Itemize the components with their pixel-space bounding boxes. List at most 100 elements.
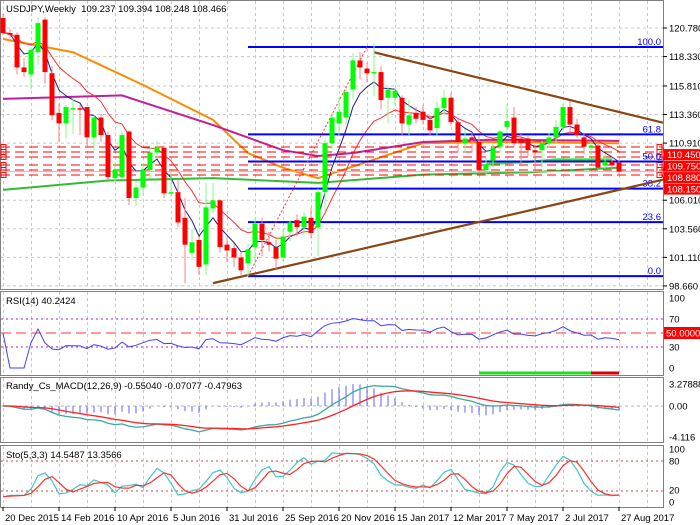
candle-body [161,147,167,194]
candle-body [378,72,384,101]
price-tick-label: 120.780 [669,24,700,35]
candle-body [560,107,566,127]
candle-body [126,131,132,199]
fib-level-label: 23.6 [643,212,662,223]
price-tick-label: 110.910 [669,139,700,150]
candle-body [322,143,328,193]
candle-body [189,242,195,253]
candle-body [245,249,251,264]
stochastic-tick-label: 0 [669,498,674,509]
macd-tick-label: 3.27888 [669,380,700,391]
date-tick-label: 14 Feb 2016 [61,513,114,524]
candle-body [224,244,230,251]
moving-average-line [2,94,620,158]
candle-body [84,107,90,138]
level-price-label-bg [664,149,700,161]
date-tick-label: 10 Apr 2016 [117,513,168,524]
candle-body [7,33,13,35]
level-price-label: 109.750 [667,162,700,173]
candle-body [504,121,510,127]
price-tick-label: 113.360 [669,110,700,121]
candle-body [595,145,601,168]
candle-body [63,107,69,124]
fib-anchor-line [247,46,368,277]
rsi-tick-label: 100 [669,294,685,305]
trendline [212,178,664,285]
moving-average-line [2,37,620,180]
candle-body [266,242,272,245]
candle-body [490,147,496,161]
level-handle-left [0,153,7,160]
candle-body [336,111,342,124]
candle-body [392,90,398,98]
candle-body [315,192,321,228]
candle-body [182,217,188,245]
macd-title: Randy_Cs_MACD(12,26,9) -0.55040 -0.07077… [6,381,243,392]
candle-body [532,150,538,153]
price-tick-label: 106.010 [669,196,700,207]
stochastic-tick-label: 20 [669,486,680,497]
candle-body [483,164,489,171]
candle-body [511,117,517,144]
level-handle-left [0,172,7,179]
candle-body [343,91,349,118]
fib-level-label: 100.0 [637,37,661,48]
rsi-tick-label: 30 [669,343,680,354]
candle-body [112,170,118,179]
price-tick-label: 101.110 [669,253,700,264]
candle-body [21,67,27,73]
rsi-mid-label: 50.0000 [666,329,700,340]
candle-body [357,60,363,68]
candle-body [140,170,146,188]
level-handle-right [656,172,663,179]
trendline [373,51,664,124]
candle-body [420,111,426,120]
date-tick-label: 31 Jul 2016 [229,513,278,524]
candle-body [301,216,307,228]
date-tick-label: 12 Mar 2017 [453,513,506,524]
candle-body [427,119,433,131]
candle-body [98,117,104,136]
candle-body [0,17,6,34]
date-tick-label: 20 Nov 2016 [341,513,395,524]
candle-body [462,138,468,144]
date-tick-label: 27 Aug 2017 [621,513,674,524]
candle-body [14,34,20,68]
candle-body [91,117,97,138]
candle-body [210,200,216,209]
candle-body [448,97,454,123]
candle-body [525,138,531,151]
level-price-label: 110.450 [667,150,700,161]
rsi-tick-label: 0 [669,364,674,375]
date-tick-label: 20 Dec 2015 [5,513,59,524]
fib-level-label: 61.8 [643,124,662,135]
level-price-label-bg [664,183,700,195]
candle-body [371,72,377,74]
main-chart-title: USDJPY,Weekly 109.237 109.394 108.248 10… [6,4,226,15]
candle-body [56,112,62,124]
candle-body [497,131,503,147]
candle-body [238,257,244,271]
candle-body [308,217,314,233]
date-tick-label: 15 Jan 2017 [397,513,449,524]
candle-body [406,115,412,125]
candle-body [105,135,111,178]
stochastic-title: Sto(5,3,3) 14.5487 13.3566 [6,450,122,461]
price-tick-label: 115.810 [669,81,700,92]
rsi-line [2,318,620,369]
candle-body [350,60,356,90]
candle-body [476,142,482,171]
symbol-timeframe: USDJPY,Weekly [6,4,76,15]
candle-body [441,97,447,109]
candle-body [588,145,594,148]
macd-tick-label: 0.00 [669,402,688,413]
candle-body [546,137,552,144]
candle-body [252,223,258,247]
candle-body [434,108,440,129]
date-tick-label: 2 Jul 2017 [565,513,609,524]
candle-body [154,147,160,153]
candle-body [49,73,55,116]
panel-frame [0,445,664,508]
candle-body [273,246,279,259]
